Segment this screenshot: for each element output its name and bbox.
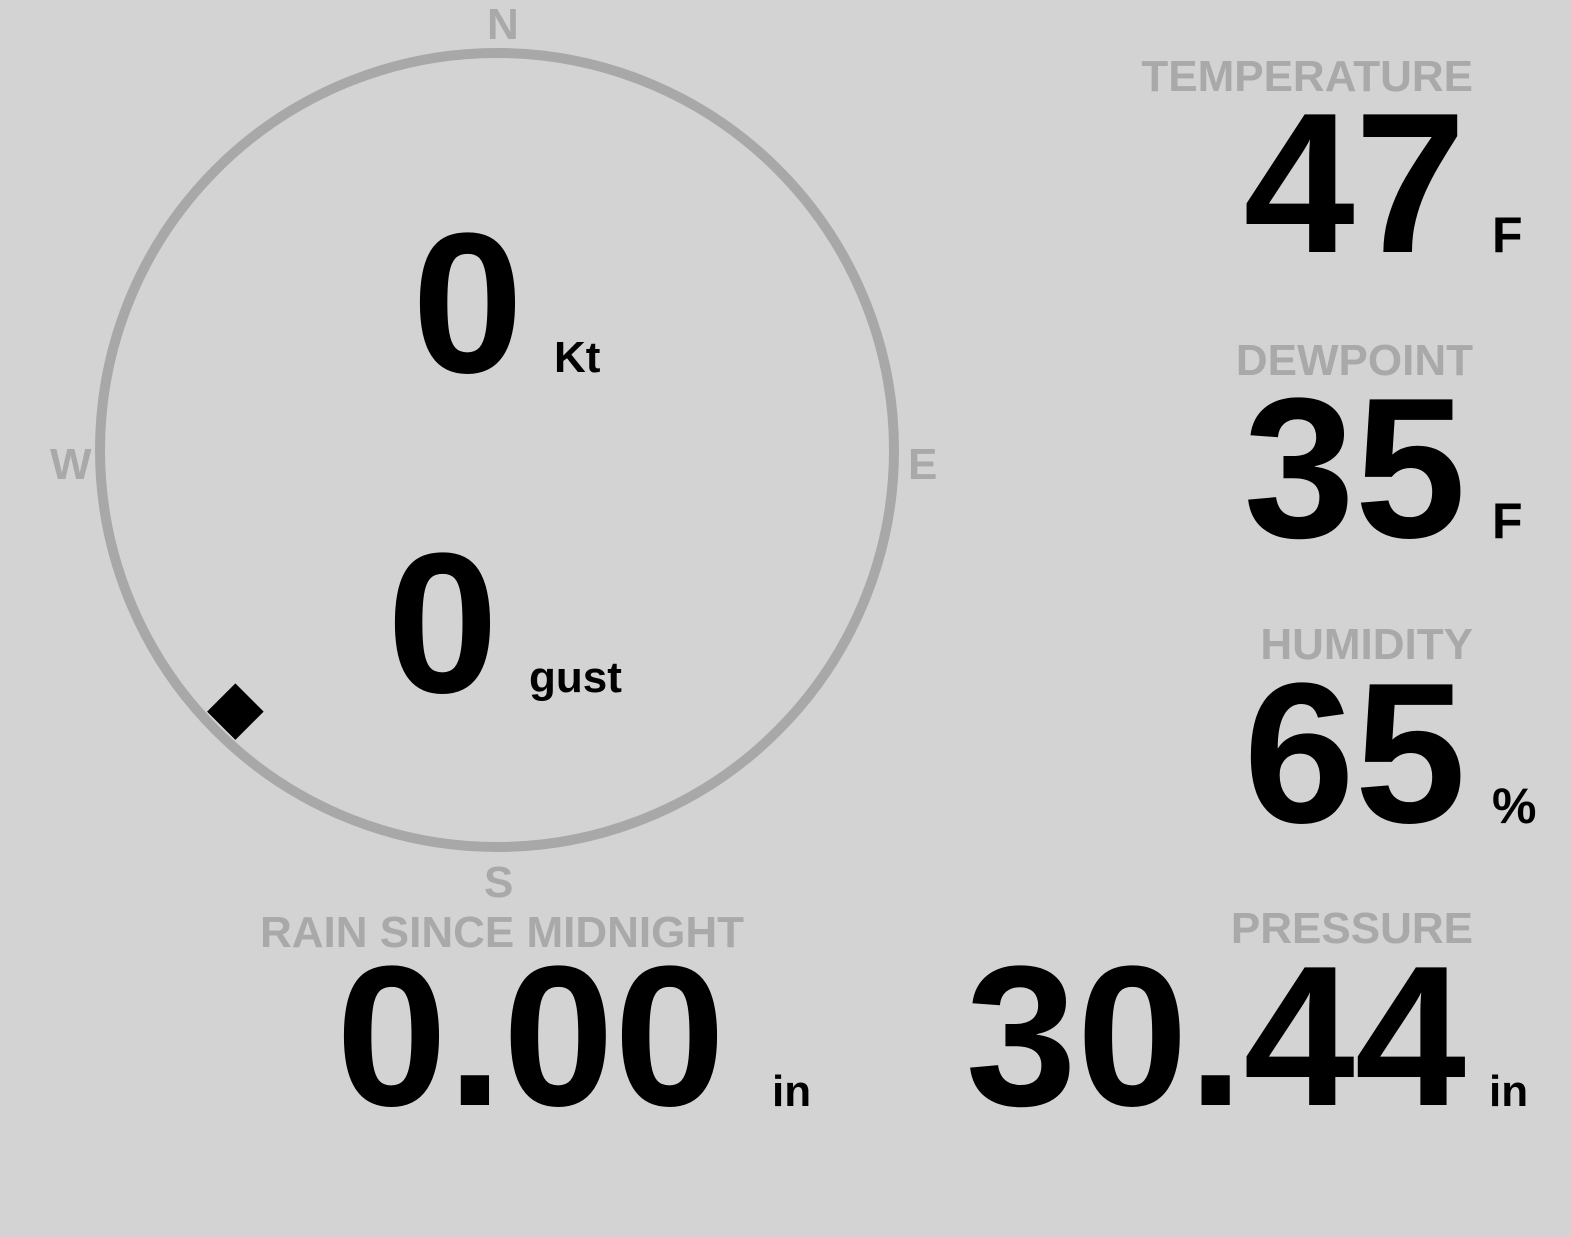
wind-speed-value: 0	[412, 192, 524, 415]
dewpoint-value: 35	[1243, 357, 1466, 580]
pressure-label: PRESSURE	[1230, 904, 1473, 953]
wind-gust-value: 0	[387, 512, 499, 735]
temperature-value: 47	[1243, 72, 1466, 295]
wind-gust-unit: gust	[529, 653, 622, 702]
rain-label: RAIN SINCE MIDNIGHT	[260, 908, 744, 957]
compass-west: W	[50, 440, 92, 489]
dewpoint-unit: F	[1492, 493, 1523, 549]
humidity-label: HUMIDITY	[1260, 620, 1473, 669]
rain-unit: in	[772, 1067, 812, 1116]
compass-ring	[95, 48, 899, 852]
compass-north: N	[487, 0, 519, 49]
pressure-unit: in	[1489, 1067, 1529, 1116]
compass-east: E	[908, 440, 938, 489]
dewpoint-label: DEWPOINT	[1235, 336, 1473, 385]
compass-south: S	[484, 858, 514, 907]
humidity-unit: %	[1492, 778, 1537, 834]
rain-value: 0.00	[336, 925, 726, 1148]
pressure-value: 30.44	[965, 925, 1467, 1148]
wind-speed-unit: Kt	[554, 333, 601, 382]
temperature-unit: F	[1492, 207, 1523, 263]
temperature-label: TEMPERATURE	[1141, 52, 1473, 101]
humidity-value: 65	[1243, 642, 1466, 865]
